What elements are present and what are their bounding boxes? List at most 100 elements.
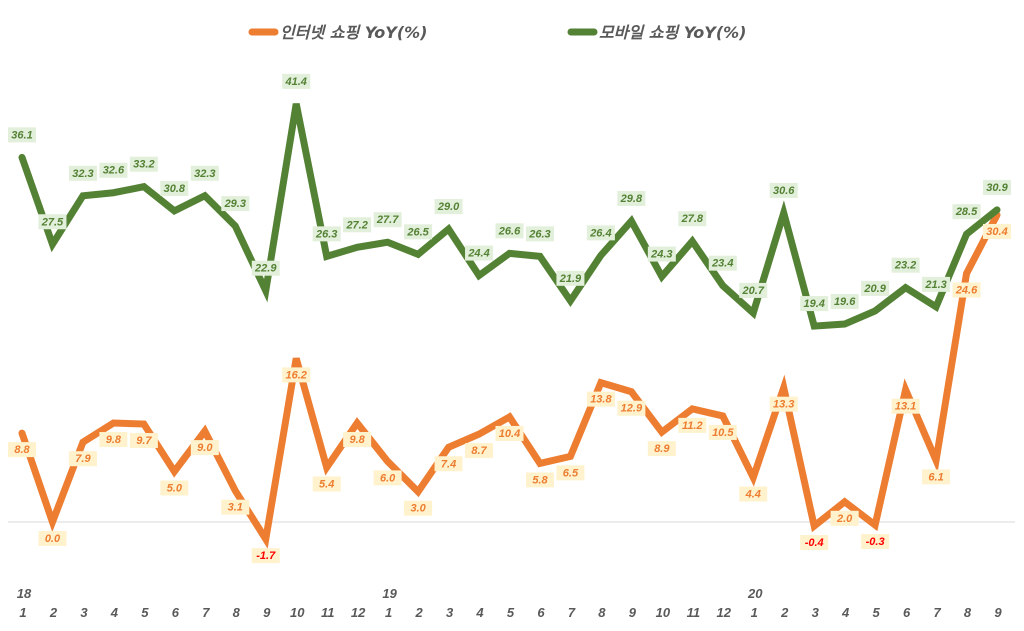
data-label-text: 5.4 bbox=[319, 478, 334, 490]
data-label-internet: 7.9 bbox=[68, 451, 97, 467]
data-label-text: 20.9 bbox=[863, 283, 886, 295]
data-label-mobile: 30.6 bbox=[769, 182, 798, 198]
data-label-bg bbox=[221, 196, 250, 212]
x-tick-label: 6 bbox=[172, 605, 180, 620]
data-label-text: 22.9 bbox=[254, 263, 277, 275]
x-tick-label: 2 bbox=[414, 605, 423, 620]
x-tick-label: 8 bbox=[964, 605, 972, 620]
data-label-internet: 6.5 bbox=[556, 465, 585, 481]
data-label-bg bbox=[8, 442, 36, 458]
data-label-text: 24.6 bbox=[955, 285, 978, 297]
x-tick-label: 2 bbox=[49, 605, 58, 620]
x-tick-label: 9 bbox=[263, 605, 271, 620]
data-label-mobile: 30.9 bbox=[983, 179, 1011, 195]
data-label-text: 30.9 bbox=[986, 182, 1008, 194]
data-label-mobile: 21.3 bbox=[922, 276, 951, 292]
data-label-mobile: 32.3 bbox=[68, 165, 97, 181]
data-label-internet: 0.0 bbox=[38, 531, 67, 546]
data-label-mobile: 26.3 bbox=[312, 226, 341, 242]
data-label-bg bbox=[586, 225, 615, 241]
data-label-text: 21.9 bbox=[559, 273, 582, 285]
x-tick-label: 5 bbox=[507, 605, 515, 620]
data-label-text: 9.8 bbox=[350, 434, 366, 446]
data-label-text: 9.0 bbox=[197, 442, 213, 454]
data-label-bg bbox=[861, 280, 890, 296]
data-label-text: -0.4 bbox=[805, 537, 824, 549]
data-label-bg bbox=[190, 165, 219, 181]
x-year-label: 18 bbox=[17, 586, 32, 601]
data-label-internet: 9.8 bbox=[99, 432, 128, 448]
data-label-text: 12.9 bbox=[621, 403, 643, 415]
data-label-text: 9.7 bbox=[136, 435, 152, 447]
data-label-bg bbox=[586, 391, 615, 407]
data-label-text: 11.2 bbox=[682, 420, 703, 432]
data-label-text: 26.3 bbox=[528, 228, 550, 240]
x-tick-label: 1 bbox=[385, 605, 392, 620]
x-tick-label: 8 bbox=[233, 605, 241, 620]
data-label-text: 7.4 bbox=[441, 458, 456, 470]
data-label-bg bbox=[160, 480, 189, 496]
data-label-internet: 6.1 bbox=[922, 469, 951, 485]
data-label-mobile: 21.9 bbox=[556, 270, 585, 286]
x-year-label: 19 bbox=[382, 586, 397, 601]
data-label-internet: 5.8 bbox=[525, 472, 554, 488]
data-label-text: 19.6 bbox=[834, 296, 856, 308]
data-label-internet: 4.4 bbox=[739, 486, 768, 502]
data-label-bg bbox=[739, 486, 768, 502]
data-label-bg bbox=[891, 257, 920, 273]
data-label-bg bbox=[952, 282, 981, 298]
data-label-text: 13.8 bbox=[590, 394, 612, 406]
data-label-bg bbox=[617, 191, 646, 207]
data-label-bg bbox=[99, 432, 128, 448]
data-label-bg bbox=[800, 296, 829, 312]
data-label-text: 13.1 bbox=[895, 401, 916, 413]
data-label-text: 4.4 bbox=[745, 489, 761, 501]
data-label-text: 27.7 bbox=[376, 214, 399, 226]
data-label-mobile: 29.8 bbox=[617, 191, 646, 207]
data-label-bg bbox=[221, 499, 250, 515]
data-label-text: 20.7 bbox=[742, 285, 765, 297]
data-label-mobile: 26.4 bbox=[586, 225, 615, 241]
data-label-internet: 8.7 bbox=[465, 443, 494, 459]
data-label-mobile: 27.2 bbox=[343, 217, 372, 233]
data-label-text: 27.2 bbox=[345, 219, 367, 231]
data-label-bg bbox=[678, 211, 707, 227]
data-label-internet: 30.4 bbox=[983, 223, 1011, 239]
data-label-text: 26.4 bbox=[589, 227, 611, 239]
data-label-bg bbox=[556, 270, 585, 286]
data-label-bg bbox=[404, 224, 433, 240]
data-label-text: 13.3 bbox=[773, 399, 794, 411]
x-tick-label: 2 bbox=[780, 605, 789, 620]
data-label-internet: 8.9 bbox=[647, 441, 676, 457]
data-label-mobile: 26.6 bbox=[495, 223, 524, 239]
data-label-bg bbox=[708, 255, 737, 271]
data-label-text: 26.5 bbox=[406, 226, 429, 238]
data-label-text: 10.5 bbox=[712, 427, 734, 439]
data-label-internet: 3.0 bbox=[404, 500, 433, 516]
data-label-bg bbox=[647, 441, 676, 457]
data-label-bg bbox=[38, 531, 67, 546]
data-label-mobile: 20.9 bbox=[861, 280, 890, 296]
data-label-bg bbox=[465, 245, 494, 261]
data-label-mobile: 27.5 bbox=[38, 214, 67, 230]
data-label-internet: -0.4 bbox=[800, 535, 829, 551]
data-label-internet: 13.8 bbox=[586, 391, 615, 407]
data-label-bg bbox=[251, 260, 280, 276]
x-tick-label: 10 bbox=[290, 605, 305, 620]
data-label-internet: 10.4 bbox=[495, 425, 524, 441]
data-label-bg bbox=[769, 182, 798, 198]
data-label-text: 6.1 bbox=[928, 471, 943, 483]
data-label-bg bbox=[68, 165, 97, 181]
data-label-internet: 24.6 bbox=[952, 282, 981, 298]
data-label-bg bbox=[891, 398, 920, 414]
data-label-bg bbox=[830, 294, 859, 310]
data-label-text: 32.3 bbox=[72, 168, 93, 180]
x-tick-label: 9 bbox=[629, 605, 637, 620]
data-label-mobile: 24.3 bbox=[647, 246, 676, 262]
data-label-bg bbox=[404, 500, 433, 516]
data-label-bg bbox=[922, 276, 951, 292]
data-label-text: 26.6 bbox=[498, 225, 521, 237]
data-label-mobile: 32.3 bbox=[190, 165, 219, 181]
x-tick-label: 1 bbox=[751, 605, 758, 620]
